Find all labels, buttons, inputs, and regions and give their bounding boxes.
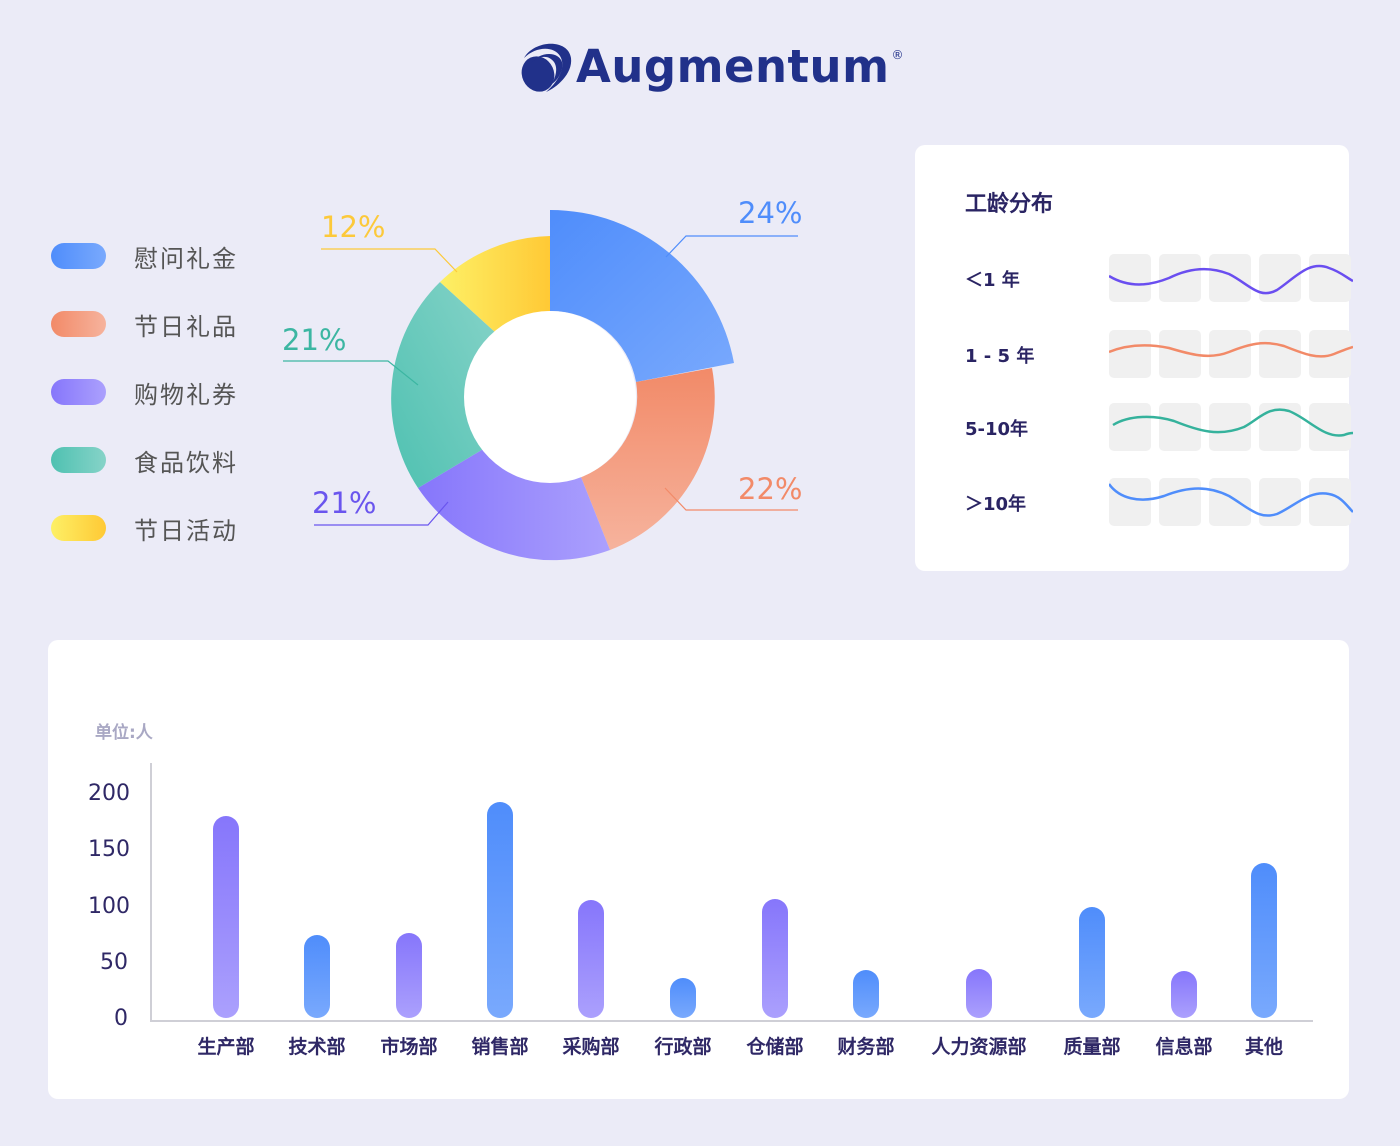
slice-holiday-events	[440, 236, 550, 333]
legend-swatch	[51, 447, 106, 473]
y-tick-label: 0	[114, 1006, 128, 1031]
legend-label: 购物礼券	[134, 380, 238, 409]
bar	[213, 815, 239, 1018]
legend-swatch	[51, 311, 106, 337]
tenure-sparkline	[1109, 341, 1353, 358]
tenure-row: ＜1 年	[965, 254, 1353, 302]
bar	[1079, 906, 1105, 1018]
slice-shopping-vouchers	[418, 445, 610, 561]
tenure-label: ＞10年	[965, 494, 1027, 515]
x-tick-label: 信息部	[1155, 1036, 1213, 1058]
legend-swatch	[51, 379, 106, 405]
bar	[966, 968, 992, 1018]
bar	[1171, 970, 1197, 1018]
tenure-label: ＜1 年	[965, 270, 1020, 291]
tenure-sparkline	[1109, 264, 1353, 295]
legend-item: 食品饮料	[51, 426, 238, 494]
tenure-label: 1 - 5 年	[965, 346, 1035, 367]
legend-item: 节日活动	[51, 494, 238, 562]
donut-chart: 24% 22% 21% 21% 12%	[270, 190, 820, 580]
x-tick-label: 仓储部	[746, 1036, 804, 1058]
bar	[670, 977, 696, 1018]
y-tick-label: 150	[88, 837, 130, 863]
legend-item: 节日礼品	[51, 290, 238, 358]
legend-item: 购物礼券	[51, 358, 238, 426]
x-tick-label: 市场部	[380, 1036, 438, 1058]
slice-label-holiday-gifts: 22%	[738, 472, 803, 506]
x-tick-label: 技术部	[288, 1036, 346, 1058]
logo-text: Augmentum	[576, 39, 890, 93]
x-tick-label: 销售部	[471, 1036, 529, 1058]
x-axis	[150, 1020, 1313, 1022]
y-tick-label: 100	[88, 893, 130, 919]
slice-label-holiday-events: 12%	[321, 210, 386, 244]
legend-swatch	[51, 243, 106, 269]
slice-consolation-money	[550, 209, 734, 382]
bar	[853, 969, 879, 1018]
tenure-row: ＞10年	[965, 478, 1353, 526]
tenure-label: 5-10年	[965, 419, 1029, 440]
legend-swatch	[51, 515, 106, 541]
x-tick-label: 财务部	[837, 1036, 895, 1058]
x-tick-label: 生产部	[197, 1036, 255, 1058]
tenure-row: 1 - 5 年	[965, 330, 1353, 378]
x-tick-label: 行政部	[654, 1036, 712, 1058]
y-tick-label: 50	[100, 949, 128, 975]
logo-swirl-icon	[521, 43, 572, 92]
bar	[762, 898, 788, 1018]
y-tick-label: 200	[88, 781, 130, 806]
bar	[396, 932, 422, 1018]
augmentum-logo: Augmentum ®	[516, 34, 903, 98]
legend-label: 节日礼品	[134, 312, 238, 341]
legend-label: 食品饮料	[134, 448, 238, 477]
donut-legend: 慰问礼金 节日礼品 购物礼券 食品饮料 节日活动	[51, 222, 238, 562]
y-axis	[150, 763, 152, 1021]
registered-mark: ®	[891, 48, 904, 62]
bar	[1251, 862, 1277, 1018]
tenure-row: 5-10年	[965, 403, 1353, 451]
tenure-distribution-card: 工龄分布 ＜1 年 1 - 5 年 5-10年 ＞10年	[915, 145, 1353, 571]
tenure-sparkline	[1112, 408, 1353, 437]
slice-label-consolation-money: 24%	[738, 196, 803, 230]
unit-label: 单位:人	[95, 723, 153, 743]
slice-label-shopping-vouchers: 21%	[312, 486, 377, 520]
slice-label-food-drinks: 21%	[282, 323, 347, 357]
tenure-title: 工龄分布	[965, 192, 1054, 217]
legend-label: 慰问礼金	[134, 244, 238, 273]
x-tick-label: 质量部	[1063, 1036, 1121, 1058]
legend-label: 节日活动	[134, 516, 238, 545]
slice-food-drinks	[391, 282, 496, 488]
tenure-sparkline	[1109, 483, 1353, 517]
legend-item: 慰问礼金	[51, 222, 238, 290]
slice-holiday-gifts	[581, 368, 715, 550]
bar	[487, 802, 513, 1018]
x-tick-label: 人力资源部	[931, 1036, 1027, 1058]
x-tick-label: 采购部	[562, 1036, 620, 1058]
department-bar-chart-card: 单位:人 0 50 100 150 200 生产部 技术部 市场部 销售部 采购部 行政部 仓储部 财…	[48, 640, 1349, 1099]
bar	[304, 934, 330, 1018]
bar	[578, 899, 604, 1018]
x-tick-label: 其他	[1244, 1036, 1283, 1058]
